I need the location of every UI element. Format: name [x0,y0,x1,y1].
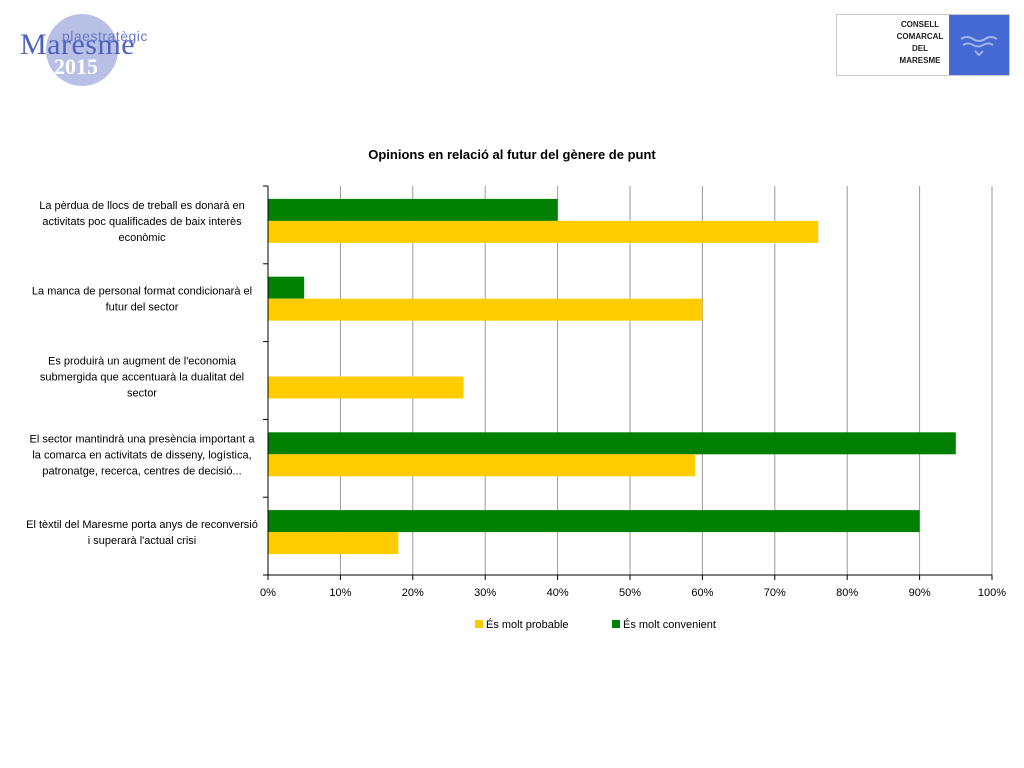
cc-line-3: DEL [912,44,928,53]
chart-title: Opinions en relació al futur del gènere … [368,147,656,162]
logo-small-text: plaestratègic [62,28,148,44]
legend-label: És molt probable [486,618,569,631]
x-tick-label: 20% [402,587,424,599]
category-label: La manca de personal format condicionarà… [32,286,252,314]
category-labels: La pèrdua de llocs de treball es donarà … [26,200,258,547]
x-tick-label: 50% [619,587,641,599]
logo-year-text: 2015 [54,54,98,79]
x-tick-label: 100% [978,587,1006,599]
consell-comarcal-text: CONSELL COMARCAL DEL MARESME [881,19,959,67]
bar-probable [268,454,696,477]
cc-line-4: MARESME [899,56,941,65]
x-tick-label: 80% [836,587,858,599]
bar-convenient [268,432,956,455]
category-label: La pèrdua de llocs de treball es donarà … [39,200,244,244]
legend: És molt probable És molt convenient [475,618,716,631]
bar-probable [268,532,399,555]
x-tick-label: 40% [547,587,569,599]
consell-comarcal-logo: CONSELL COMARCAL DEL MARESME [836,14,1010,76]
x-tick-labels: 0% 10% 20% 30% 40% 50% 60% 70% 80% 90% 100% [260,575,1006,599]
bar-probable [268,298,703,321]
x-tick-label: 30% [474,587,496,599]
cc-line-1: CONSELL [900,20,940,29]
logo-main-text: Maresme [20,28,136,61]
category-label: El tèxtil del Maresme porta anys de reco… [26,519,258,547]
x-tick-label: 60% [691,587,713,599]
legend-swatch [475,620,483,628]
x-tick-label: 90% [909,587,931,599]
bar-probable [268,376,464,399]
bar-convenient [268,276,305,299]
consell-comarcal-emblem-icon [949,15,1009,75]
legend-label: És molt convenient [623,618,716,631]
bar-convenient [268,510,920,533]
x-tick-label: 10% [329,587,351,599]
cc-line-2: COMARCAL [896,32,944,41]
logo-circle-icon [46,14,118,86]
plaestrategic-logo: Maresme plaestratègic 2015 [18,12,158,88]
category-label: Es produirà un augment de l'economia subm… [40,356,244,400]
x-tick-label: 70% [764,587,786,599]
bars [268,198,956,555]
bar-convenient [268,198,558,221]
bar-probable [268,220,819,243]
x-tick-label: 0% [260,587,276,599]
category-label: El sector mantindrà una presència import… [29,433,255,477]
legend-swatch [612,620,620,628]
